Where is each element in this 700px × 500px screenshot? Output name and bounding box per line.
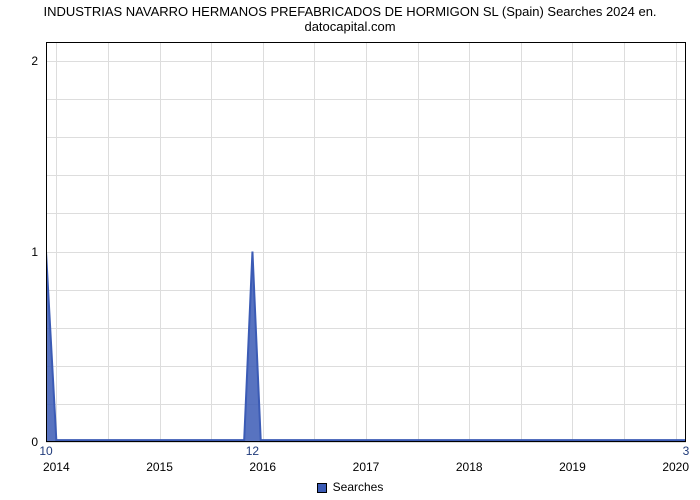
chart-title-line2: datocapital.com <box>0 19 700 34</box>
x-tick-label: 2014 <box>43 460 70 474</box>
gridline-h <box>46 442 686 443</box>
legend: Searches <box>0 480 700 494</box>
plot-border <box>46 42 686 442</box>
x-tick-label: 2019 <box>559 460 586 474</box>
chart-title: INDUSTRIAS NAVARRO HERMANOS PREFABRICADO… <box>0 4 700 34</box>
y-tick-label: 2 <box>31 54 38 68</box>
y-tick-label: 0 <box>31 435 38 449</box>
legend-label: Searches <box>333 480 384 494</box>
plot-area: 012201420152016201720182019202010123 <box>46 42 686 442</box>
x-tick-label: 2017 <box>353 460 380 474</box>
point-annotation: 12 <box>246 444 259 458</box>
legend-swatch <box>317 483 327 493</box>
chart-title-line1: INDUSTRIAS NAVARRO HERMANOS PREFABRICADO… <box>0 4 700 19</box>
x-tick-label: 2015 <box>146 460 173 474</box>
point-annotation: 3 <box>683 444 690 458</box>
y-tick-label: 1 <box>31 245 38 259</box>
x-tick-label: 2016 <box>249 460 276 474</box>
point-annotation: 10 <box>39 444 52 458</box>
x-tick-label: 2020 <box>662 460 689 474</box>
x-tick-label: 2018 <box>456 460 483 474</box>
